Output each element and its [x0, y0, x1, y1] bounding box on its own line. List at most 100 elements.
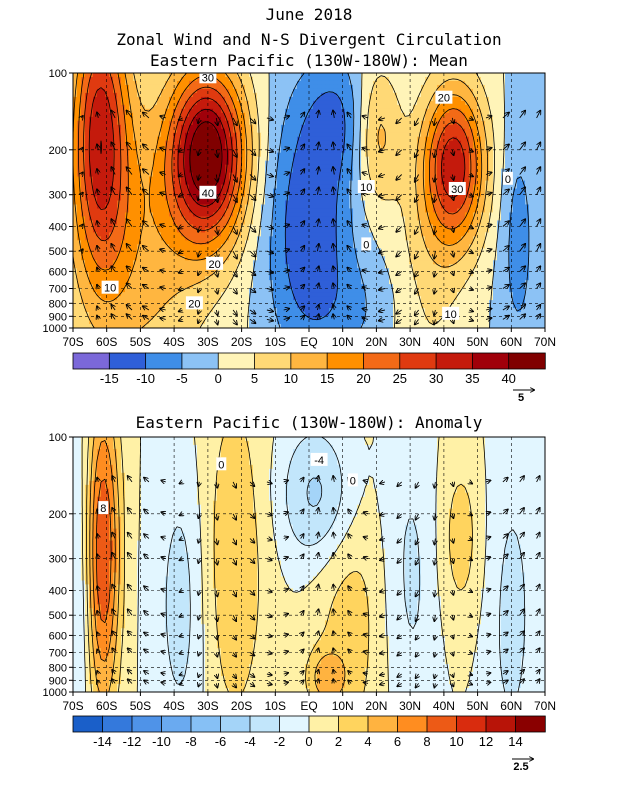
- colorbar-tick-label: 30: [429, 371, 443, 386]
- circulation-arrow: [97, 534, 98, 538]
- circulation-arrow: [347, 316, 351, 320]
- circulation-arrow: [486, 537, 490, 539]
- circulation-arrow: [380, 482, 386, 484]
- colorbar-tick-label: 40: [501, 371, 515, 386]
- contour-label: 0: [218, 459, 224, 471]
- circulation-arrow: [161, 682, 165, 683]
- circulation-arrow: [216, 319, 217, 324]
- circulation-arrow: [469, 674, 472, 675]
- circulation-arrow: [333, 585, 334, 591]
- circulation-arrow: [536, 187, 541, 195]
- circulation-arrow: [347, 246, 351, 252]
- contour-label-box: [216, 457, 227, 471]
- circulation-arrow: [97, 611, 98, 615]
- x-tick-label: 60S: [96, 699, 117, 713]
- circulation-arrow: [415, 288, 419, 294]
- circulation-arrow: [502, 268, 509, 272]
- x-tick-label: 10N: [332, 699, 354, 713]
- circulation-arrow: [198, 674, 199, 677]
- anomaly-circulation-vectors: [97, 476, 539, 687]
- circulation-arrow: [502, 113, 509, 119]
- circulation-arrow: [486, 557, 490, 559]
- circulation-arrow: [485, 148, 491, 150]
- circulation-arrow: [452, 149, 453, 155]
- circulation-arrow: [333, 476, 334, 482]
- circulation-arrow: [233, 271, 237, 276]
- anomaly-gridlines: [73, 437, 545, 692]
- circulation-arrow: [379, 251, 386, 253]
- circulation-arrow: [396, 226, 403, 232]
- circulation-arrow: [502, 145, 509, 151]
- circulation-arrow: [198, 319, 199, 323]
- circulation-arrow: [144, 478, 150, 483]
- circulation-arrow: [452, 226, 453, 232]
- contour-label-box: [199, 70, 217, 84]
- circulation-arrow: [97, 671, 98, 674]
- circulation-arrow: [333, 553, 334, 559]
- circulation-arrow: [216, 635, 217, 639]
- circulation-arrow: [396, 194, 403, 200]
- x-tick-label: 70N: [534, 699, 556, 713]
- circulation-arrow: [434, 635, 435, 639]
- circulation-arrow: [502, 478, 508, 483]
- circulation-arrow: [363, 225, 369, 227]
- colorbar-swatch: [471, 352, 510, 370]
- circulation-arrow: [249, 319, 255, 323]
- contour-label: 10: [360, 182, 372, 194]
- circulation-arrow: [317, 670, 318, 674]
- circulation-arrow: [536, 244, 541, 252]
- circulation-arrow: [97, 221, 98, 227]
- circulation-arrow: [266, 674, 272, 675]
- circulation-arrow: [469, 319, 473, 320]
- y-tick-label: 400: [49, 586, 67, 598]
- circulation-arrow: [161, 673, 165, 674]
- circulation-arrow: [144, 554, 150, 560]
- circulation-arrow: [198, 635, 199, 638]
- circulation-arrow: [317, 631, 318, 635]
- circulation-arrow: [128, 476, 133, 483]
- colorbar-tick-label: 10: [284, 371, 298, 386]
- circulation-arrow: [179, 118, 183, 120]
- circulation-arrow: [469, 539, 472, 541]
- colorbar-swatch: [254, 352, 292, 370]
- circulation-arrow: [396, 289, 402, 293]
- circulation-arrow: [502, 510, 508, 515]
- circulation-arrow: [143, 221, 150, 227]
- circulation-arrow: [415, 117, 419, 125]
- colorbar-swatch: [131, 715, 163, 733]
- circulation-arrow: [112, 585, 115, 591]
- circulation-arrow: [112, 609, 115, 616]
- circulation-arrow: [232, 117, 237, 125]
- circulation-arrow: [128, 648, 132, 652]
- circulation-arrow: [317, 305, 318, 311]
- circulation-arrow: [317, 508, 318, 514]
- circulation-arrow: [216, 309, 217, 315]
- circulation-arrow: [144, 510, 150, 515]
- contour-label: 20: [188, 298, 200, 310]
- circulation-arrow: [486, 651, 490, 652]
- x-tick-label: 20S: [231, 699, 252, 713]
- circulation-arrow: [485, 225, 491, 227]
- anomaly-contour-labels: 0 -4 0 8: [98, 452, 358, 515]
- circulation-arrow: [537, 508, 540, 515]
- contour-label-box: [199, 185, 217, 199]
- circulation-arrow: [452, 683, 453, 686]
- x-tick-label: EQ: [300, 699, 317, 713]
- circulation-arrow: [364, 480, 368, 482]
- circulation-arrow: [216, 271, 217, 276]
- circulation-arrow: [486, 682, 490, 683]
- colorbar-swatch: [220, 715, 251, 733]
- circulation-arrow: [519, 476, 524, 483]
- circulation-arrow: [301, 510, 304, 514]
- circulation-arrow: [216, 674, 217, 678]
- circulation-arrow: [160, 193, 166, 195]
- circulation-arrow: [128, 553, 133, 559]
- circulation-arrow: [301, 680, 304, 683]
- x-tick-label: 40N: [433, 335, 455, 349]
- circulation-arrow: [284, 673, 288, 674]
- circulation-arrow: [333, 187, 334, 195]
- circulation-arrow: [519, 219, 525, 227]
- circulation-arrow: [434, 653, 435, 657]
- anomaly-reference-label: 2.5: [513, 761, 528, 773]
- circulation-arrow: [97, 285, 98, 289]
